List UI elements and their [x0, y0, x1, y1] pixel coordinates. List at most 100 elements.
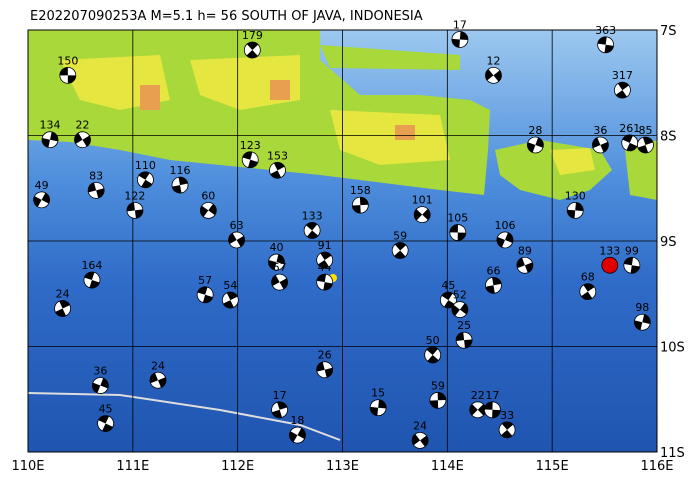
beachball — [316, 361, 334, 379]
beachball — [196, 286, 214, 304]
depth-label: 101 — [412, 194, 433, 207]
beachball — [137, 171, 154, 189]
highland — [60, 55, 450, 165]
ball-quadrant — [581, 283, 595, 300]
beachball — [221, 291, 239, 309]
depth-label: 24 — [413, 419, 427, 432]
ball-quadrant — [42, 131, 59, 148]
beachball — [271, 273, 289, 291]
depth-label: 98 — [635, 301, 649, 314]
depth-label: 50 — [426, 334, 440, 347]
madura — [320, 45, 460, 70]
x-tick-label: 111E — [116, 459, 149, 474]
beachball — [424, 346, 442, 364]
ball — [601, 256, 619, 274]
depth-label: 59 — [393, 229, 407, 242]
depth-label: 158 — [350, 184, 371, 197]
beachball — [228, 231, 246, 249]
ball-quadrant — [126, 202, 143, 219]
x-tick-label: 113E — [326, 459, 359, 474]
depth-label: 105 — [447, 212, 468, 225]
ball-quadrant — [449, 224, 466, 241]
beachball — [243, 41, 261, 59]
ball-quadrant — [370, 399, 387, 416]
beachball — [516, 256, 534, 274]
beachball — [241, 151, 259, 169]
depth-label: 17 — [453, 18, 467, 31]
beachball — [83, 271, 101, 289]
ball-quadrant — [197, 286, 213, 303]
beachball — [199, 202, 217, 219]
ball-quadrant — [88, 182, 105, 199]
beachball — [485, 276, 502, 294]
ball-quadrant — [317, 252, 332, 268]
beachball — [637, 136, 654, 154]
depth-label: 85 — [638, 124, 652, 137]
ball-quadrant — [441, 292, 456, 309]
ball-quadrant — [223, 292, 238, 309]
x-tick-label: 116E — [640, 459, 673, 474]
ball-quadrant — [271, 401, 288, 418]
ball-quadrant — [485, 69, 502, 82]
ball-quadrant — [592, 137, 609, 153]
depth-label: 123 — [240, 139, 261, 152]
ball-quadrant — [74, 132, 91, 147]
y-tick-label: 8S — [660, 130, 677, 145]
beachball — [91, 377, 109, 394]
title: E202207090253A M=5.1 h= 56 SOUTH OF JAVA… — [30, 9, 423, 24]
peak — [140, 80, 415, 140]
depth-label: 133 — [302, 209, 323, 222]
ball-quadrant — [138, 171, 153, 188]
depth-label: 68 — [581, 271, 595, 284]
beachball — [597, 36, 615, 54]
beachball — [149, 371, 167, 389]
ball-quadrant — [469, 404, 486, 416]
depth-label: 49 — [35, 179, 49, 192]
beachball — [74, 131, 91, 149]
beachball — [451, 301, 469, 318]
beachball — [413, 206, 431, 224]
beachball — [591, 136, 609, 154]
depth-label: 17 — [485, 389, 499, 402]
ball-quadrant — [84, 272, 100, 289]
depth-label: 261 — [619, 122, 640, 135]
ball-quadrant — [484, 401, 501, 418]
depth-label: 36 — [93, 365, 107, 378]
ball-quadrant — [92, 378, 109, 394]
beachball — [566, 202, 584, 219]
depth-label: 60 — [201, 189, 215, 202]
ball-quadrant — [305, 222, 319, 239]
depth-label: 25 — [457, 319, 471, 332]
depth-label: 134 — [40, 119, 61, 132]
beachball — [621, 134, 639, 152]
beachball — [59, 66, 77, 84]
depth-label: 59 — [431, 379, 445, 392]
ball-quadrant — [270, 162, 285, 179]
x-tick-label: 114E — [431, 459, 464, 474]
ball-quadrant — [200, 203, 217, 217]
depth-label: 24 — [151, 359, 165, 372]
ball-quadrant — [242, 151, 258, 168]
beachball — [526, 136, 544, 154]
depth-label: 150 — [57, 54, 78, 67]
depth-label: 99 — [625, 244, 639, 257]
ball-quadrant — [412, 434, 429, 447]
beachball — [41, 131, 59, 149]
depth-label: 45 — [99, 403, 113, 416]
depth-label: 130 — [565, 189, 586, 202]
beachball — [289, 426, 306, 444]
ball-quadrant — [414, 208, 431, 221]
beachball — [429, 391, 447, 409]
y-tick-label: 9S — [660, 235, 677, 250]
ball-quadrant — [394, 242, 407, 259]
beachball — [623, 256, 641, 274]
frame — [27, 29, 658, 453]
beachball — [633, 313, 651, 331]
ball-quadrant — [567, 202, 584, 219]
depth-label: 22 — [471, 389, 485, 402]
beachball — [369, 399, 387, 417]
depth-label: 28 — [528, 124, 542, 137]
ball-quadrant — [268, 254, 285, 270]
trench — [28, 392, 341, 441]
